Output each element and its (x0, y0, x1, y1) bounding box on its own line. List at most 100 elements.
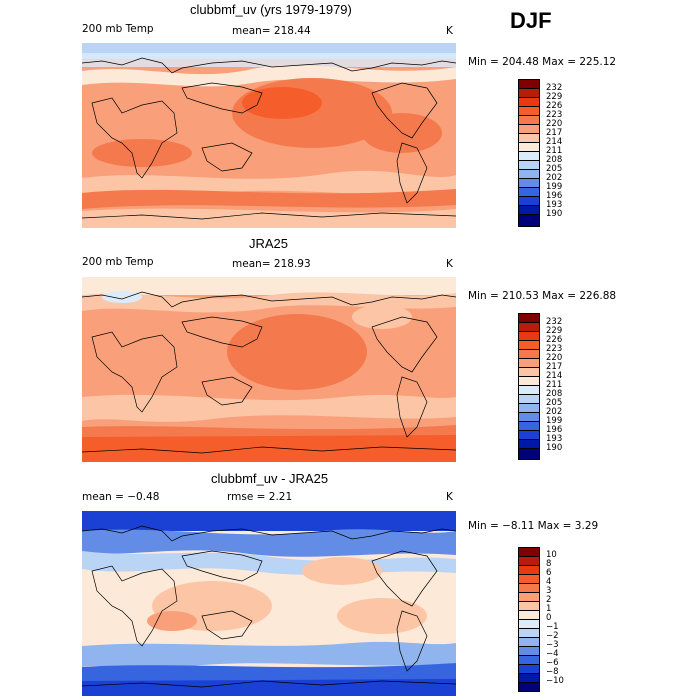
panel2-colorbar-tick: 232 (546, 317, 563, 327)
panel2-colorbar-swatch (518, 313, 540, 323)
panel1-colorbar-tick: 220 (546, 119, 563, 129)
panel2-colorbar-swatch (518, 413, 540, 422)
panel3-colorbar-swatch (518, 647, 540, 656)
panel3-colorbar-swatch (518, 656, 540, 665)
panel2-colorbar-swatch (518, 386, 540, 395)
panel3-mean-label: mean = −0.48 (82, 491, 160, 503)
panel2-colorbar-swatch (518, 404, 540, 413)
panel1-colorbar-tick: 199 (546, 182, 563, 192)
panel2-mean-label: mean= 218.93 (232, 258, 311, 270)
panel1-colorbar-swatch (518, 206, 540, 215)
panel3-colorbar-tick: −6 (546, 658, 559, 668)
panel1-colorbar (518, 79, 540, 227)
panel1-colorbar-tick: 211 (546, 146, 563, 156)
panel1-colorbar-frame (518, 79, 540, 227)
panel3-colorbar-tick: −4 (546, 649, 559, 659)
panel1-map-svg (82, 43, 456, 228)
panel1-colorbar-swatch (518, 98, 540, 107)
panel2-units-label: K (446, 258, 453, 270)
panel3-colorbar (518, 547, 540, 692)
panel2-map-svg (82, 277, 456, 462)
panel2-colorbar-swatch (518, 350, 540, 359)
panel3-colorbar-swatch (518, 575, 540, 584)
panel3-colorbar-tick: 10 (546, 550, 557, 560)
panel2-colorbar-tick: 193 (546, 434, 563, 444)
panel3-colorbar-tick: −1 (546, 622, 559, 632)
panel3-units-label: K (446, 491, 453, 503)
panel1-colorbar-swatch (518, 134, 540, 143)
panel1-colorbar-swatch (518, 161, 540, 170)
panel2-colorbar-tick: 211 (546, 380, 563, 390)
panel3-colorbar-tick: 6 (546, 568, 552, 578)
panel3-colorbar-swatch (518, 602, 540, 611)
panel3-colorbar-tick: 3 (546, 586, 552, 596)
panel1-colorbar-tick: 229 (546, 92, 563, 102)
panel2-colorbar-tick: 223 (546, 344, 563, 354)
panel3-minmax-label: Min = −8.11 Max = 3.29 (468, 520, 599, 532)
panel2-colorbar-swatch (518, 431, 540, 440)
panel3-colorbar-tick: −3 (546, 640, 559, 650)
panel2-colorbar-tick: 229 (546, 326, 563, 336)
panel1-colorbar-tick: 208 (546, 155, 563, 165)
panel1-colorbar-swatch (518, 89, 540, 98)
panel1-colorbar-swatch (518, 197, 540, 206)
panel3-title: clubbmf_uv - JRA25 (211, 471, 329, 486)
panel3-colorbar-frame (518, 547, 540, 692)
panel2-colorbar-swatch (518, 395, 540, 404)
panel3-colorbar-swatch (518, 611, 540, 620)
panel2-colorbar-tick: 190 (546, 443, 563, 453)
panel3-colorbar-swatch (518, 629, 540, 638)
panel3-colorbar-tick: 2 (546, 595, 552, 605)
panel3-colorbar-swatch (518, 547, 540, 557)
panel2-map (82, 277, 456, 462)
panel3-colorbar-swatch (518, 665, 540, 674)
panel1-colorbar-swatch (518, 107, 540, 116)
panel3-colorbar-swatch (518, 593, 540, 602)
panel1-colorbar-swatch (518, 125, 540, 134)
panel2-colorbar-tick: 196 (546, 425, 563, 435)
season-label: DJF (510, 8, 552, 33)
panel3-colorbar-swatch (518, 566, 540, 575)
panel3-colorbar-swatch (518, 557, 540, 566)
panel1-colorbar-swatch (518, 188, 540, 197)
panel1-colorbar-tick: 223 (546, 110, 563, 120)
panel1-variable-label: 200 mb Temp (82, 23, 154, 35)
panel3-colorbar-tick: −8 (546, 667, 559, 677)
panel3-colorbar-tick: 0 (546, 613, 552, 623)
panel2-colorbar-swatch (518, 341, 540, 350)
panel2-colorbar (518, 313, 540, 460)
panel3-colorbar-tick: 1 (546, 604, 552, 614)
panel2-colorbar-swatch (518, 368, 540, 377)
panel2-colorbar-tick: 226 (546, 335, 563, 345)
panel3-colorbar-tick: −10 (546, 676, 564, 686)
panel1-map (82, 43, 456, 228)
panel1-colorbar-swatch (518, 116, 540, 125)
panel1-colorbar-swatch (518, 152, 540, 161)
panel2-colorbar-tick: 208 (546, 389, 563, 399)
panel2-colorbar-swatch (518, 422, 540, 431)
panel1-colorbar-tick: 232 (546, 83, 563, 93)
panel3-colorbar-swatch (518, 674, 540, 683)
panel3-colorbar-swatch (518, 638, 540, 647)
panel3-colorbar-swatch (518, 620, 540, 629)
panel1-colorbar-tick: 217 (546, 128, 563, 138)
panel1-minmax-label: Min = 204.48 Max = 225.12 (468, 56, 617, 68)
panel2-colorbar-swatch (518, 323, 540, 332)
panel1-colorbar-tick: 190 (546, 209, 563, 219)
panel1-colorbar-tick: 193 (546, 200, 563, 210)
panel2-minmax-label: Min = 210.53 Max = 226.88 (468, 290, 617, 302)
panel3-rmse-label: rmse = 2.21 (227, 491, 293, 503)
panel1-colorbar-tick: 226 (546, 101, 563, 111)
panel2-colorbar-tick: 214 (546, 371, 563, 381)
panel2-title: JRA25 (249, 236, 289, 251)
panel2-colorbar-swatch (518, 332, 540, 341)
panel1-colorbar-swatch (518, 79, 540, 89)
panel2-colorbar-swatch (518, 440, 540, 449)
panel2-colorbar-tick: 205 (546, 398, 563, 408)
panel3-map-svg (82, 511, 456, 696)
panel1-colorbar-swatch (518, 179, 540, 188)
panel1-colorbar-tick: 214 (546, 137, 563, 147)
panel2-variable-label: 200 mb Temp (82, 256, 154, 268)
panel3-map (82, 511, 456, 696)
panel2-colorbar-tick: 202 (546, 407, 563, 417)
